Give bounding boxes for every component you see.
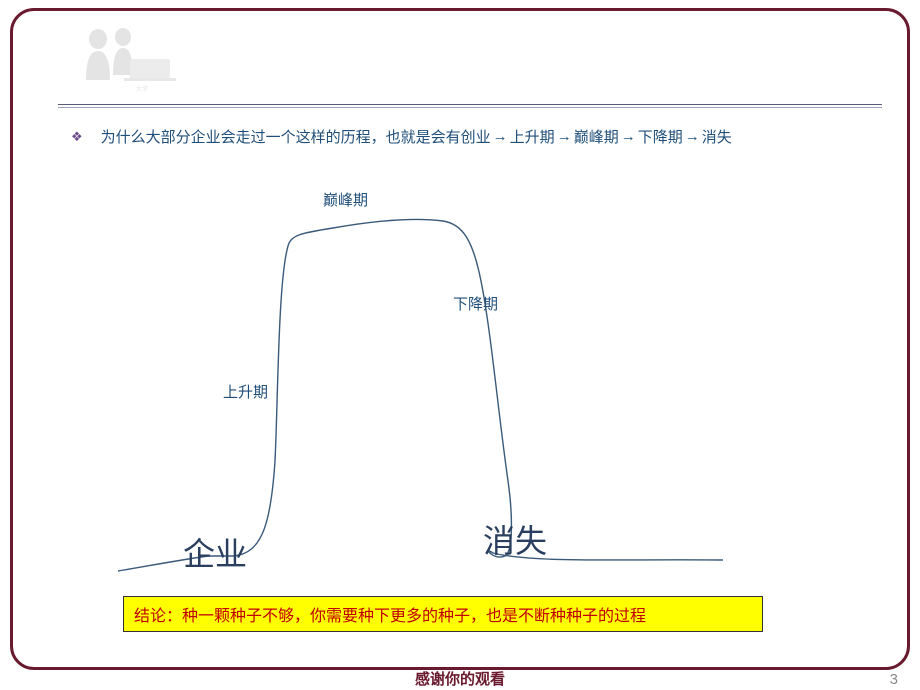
conclusion-text: 结论：种一颗种子不够，你需要种下更多的种子，也是不断种种子的过程 xyxy=(134,608,646,625)
label-rise: 上升期 xyxy=(223,381,268,402)
arrow-icon: → xyxy=(493,128,508,145)
page-number: 3 xyxy=(890,671,898,688)
header-divider xyxy=(58,104,882,108)
stage-peak: 巅峰期 xyxy=(574,126,619,147)
footer-thanks: 感谢你的观看 xyxy=(0,668,920,689)
arrow-icon: → xyxy=(557,128,572,145)
label-vanish: 消失 xyxy=(483,516,547,562)
curve-svg xyxy=(113,161,793,581)
arrow-icon: → xyxy=(621,128,636,145)
slide-frame: 大学 ❖ 为什么大部分企业会走过一个这样的历程，也就是会有创业 → 上升期 → … xyxy=(10,8,910,670)
conclusion-box: 结论：种一颗种子不够，你需要种下更多的种子，也是不断种种子的过程 xyxy=(123,596,763,632)
bullet-lead-text: 为什么大部分企业会走过一个这样的历程，也就是会有创业 xyxy=(101,126,491,147)
bullet-line: ❖ 为什么大部分企业会走过一个这样的历程，也就是会有创业 → 上升期 → 巅峰期… xyxy=(71,126,877,147)
label-company: 企业 xyxy=(183,529,247,575)
stage-decline: 下降期 xyxy=(638,126,683,147)
arrow-icon: → xyxy=(685,128,700,145)
label-peak: 巅峰期 xyxy=(323,189,368,210)
logo-watermark: 大学 xyxy=(68,25,183,95)
lifecycle-diagram: 巅峰期 上升期 下降期 企业 消失 xyxy=(113,161,793,581)
stage-rise: 上升期 xyxy=(510,126,555,147)
svg-text:大学: 大学 xyxy=(136,85,148,93)
stage-vanish: 消失 xyxy=(702,126,732,147)
diamond-bullet-icon: ❖ xyxy=(71,129,83,145)
label-decline: 下降期 xyxy=(453,293,498,314)
